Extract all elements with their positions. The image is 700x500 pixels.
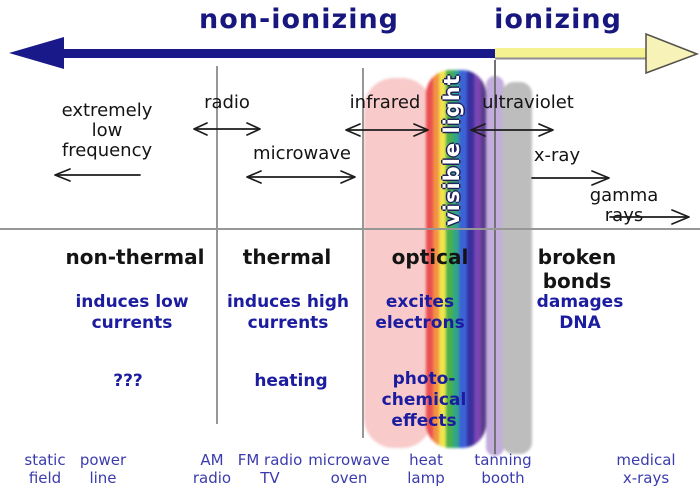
unknown-effects-label: ??? <box>113 371 143 391</box>
ultraviolet-range-arrow-icon <box>470 123 554 137</box>
example-fm-radio-tv: FM radio TV <box>237 451 303 487</box>
violet-stripe <box>474 70 481 448</box>
heating-label: heating <box>254 371 328 391</box>
ionizing-shaft <box>495 48 655 58</box>
right-arrowhead-icon <box>645 32 700 75</box>
damages-dna-label: damages DNA <box>536 292 624 333</box>
example-microwave-oven: microwave oven <box>308 451 390 487</box>
orange-stripe <box>433 70 439 448</box>
thermal-label: thermal <box>242 245 332 269</box>
elf-label: extremely low frequency <box>61 100 153 161</box>
example-power-line: power line <box>79 451 127 487</box>
induces-high-currents-label: induces high currents <box>226 292 350 333</box>
green-stripe <box>446 70 453 448</box>
gamma-range-arrow-icon <box>609 209 690 225</box>
ionizing-title: ionizing <box>494 4 622 35</box>
infrared-label: infrared <box>349 92 421 113</box>
indigo-stripe <box>467 70 474 448</box>
induces-low-currents-label: induces low currents <box>75 292 189 333</box>
xray-range-arrow-icon <box>531 170 610 186</box>
optical-label: optical <box>391 245 469 269</box>
broken-bonds-label: broken bonds <box>537 245 617 293</box>
example-static-field: static field <box>24 451 66 487</box>
divider-ionizing <box>494 60 496 454</box>
radio-label: radio <box>204 92 250 113</box>
frequency-axis-arrow <box>9 32 700 75</box>
divider-infrared <box>362 68 364 438</box>
divider-radio <box>216 66 218 424</box>
yellow-stripe <box>439 70 446 448</box>
ultraviolet-band <box>502 82 532 454</box>
teal-stripe <box>453 70 459 448</box>
microwave-label: microwave <box>253 143 351 164</box>
gamma-rays-label: gamma rays <box>589 185 659 226</box>
xray-label: x-ray <box>533 145 581 166</box>
radio-range-arrow-icon <box>193 122 261 136</box>
infrared-range-arrow-icon <box>345 123 429 137</box>
effects-divider-line <box>0 228 700 230</box>
dark-violet-stripe <box>481 70 486 448</box>
example-tanning-booth: tanning booth <box>474 451 532 487</box>
left-arrowhead-icon <box>9 37 64 69</box>
microwave-range-arrow-icon <box>246 170 356 184</box>
visible-light-spectrum <box>426 70 486 448</box>
photochemical-effects-label: photo- chemical effects <box>381 369 467 431</box>
elf-range-arrow-icon <box>54 168 141 182</box>
non-thermal-label: non-thermal <box>65 245 205 269</box>
blue-stripe <box>459 70 467 448</box>
example-medical-xrays: medical x-rays <box>616 451 676 487</box>
ultraviolet-label: ultraviolet <box>482 92 574 113</box>
example-am-radio: AM radio <box>192 451 232 487</box>
non-ionizing-title: non-ionizing <box>199 4 399 35</box>
red-stripe <box>426 70 433 448</box>
visible-light-label: visible light <box>440 74 464 226</box>
example-heat-lamp: heat lamp <box>407 451 445 487</box>
non-ionizing-shaft <box>58 49 495 58</box>
excites-electrons-label: excites electrons <box>375 292 465 333</box>
infrared-band <box>364 78 432 448</box>
